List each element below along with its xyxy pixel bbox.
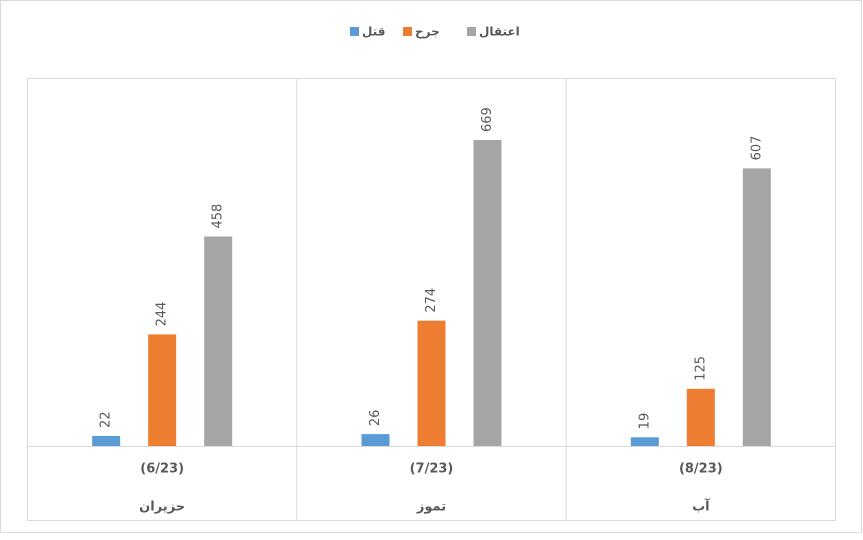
legend-swatch bbox=[467, 27, 476, 36]
x-group-label: آب bbox=[692, 498, 710, 515]
x-tick-label: (7/23) bbox=[410, 462, 454, 477]
bar bbox=[686, 388, 715, 446]
x-group-label: حزيران bbox=[139, 500, 185, 515]
legend-label: قتل bbox=[362, 25, 385, 39]
x-group-label: تموز bbox=[416, 500, 446, 515]
data-label: 19 bbox=[637, 413, 652, 430]
data-label: 607 bbox=[749, 136, 764, 161]
bar bbox=[630, 437, 659, 446]
bar bbox=[742, 168, 771, 446]
data-label: 26 bbox=[368, 410, 383, 427]
bar bbox=[148, 334, 177, 446]
bar bbox=[473, 140, 502, 446]
x-tick-label: (6/23) bbox=[140, 462, 184, 477]
bar bbox=[204, 236, 233, 446]
legend-swatch bbox=[403, 27, 412, 36]
data-label: 669 bbox=[480, 107, 495, 132]
data-label: 274 bbox=[424, 288, 439, 313]
legend-label: اعتقال bbox=[479, 25, 520, 39]
data-label: 244 bbox=[155, 302, 170, 327]
bar bbox=[361, 434, 390, 446]
data-label: 125 bbox=[693, 356, 708, 381]
bar bbox=[92, 435, 121, 446]
plot-border bbox=[27, 78, 836, 521]
bar bbox=[417, 320, 446, 446]
data-label: 458 bbox=[211, 204, 226, 229]
data-label: 22 bbox=[99, 411, 114, 428]
x-tick-label: (8/23) bbox=[679, 462, 723, 477]
legend-label: جرح bbox=[415, 25, 440, 39]
legend-swatch bbox=[350, 27, 359, 36]
